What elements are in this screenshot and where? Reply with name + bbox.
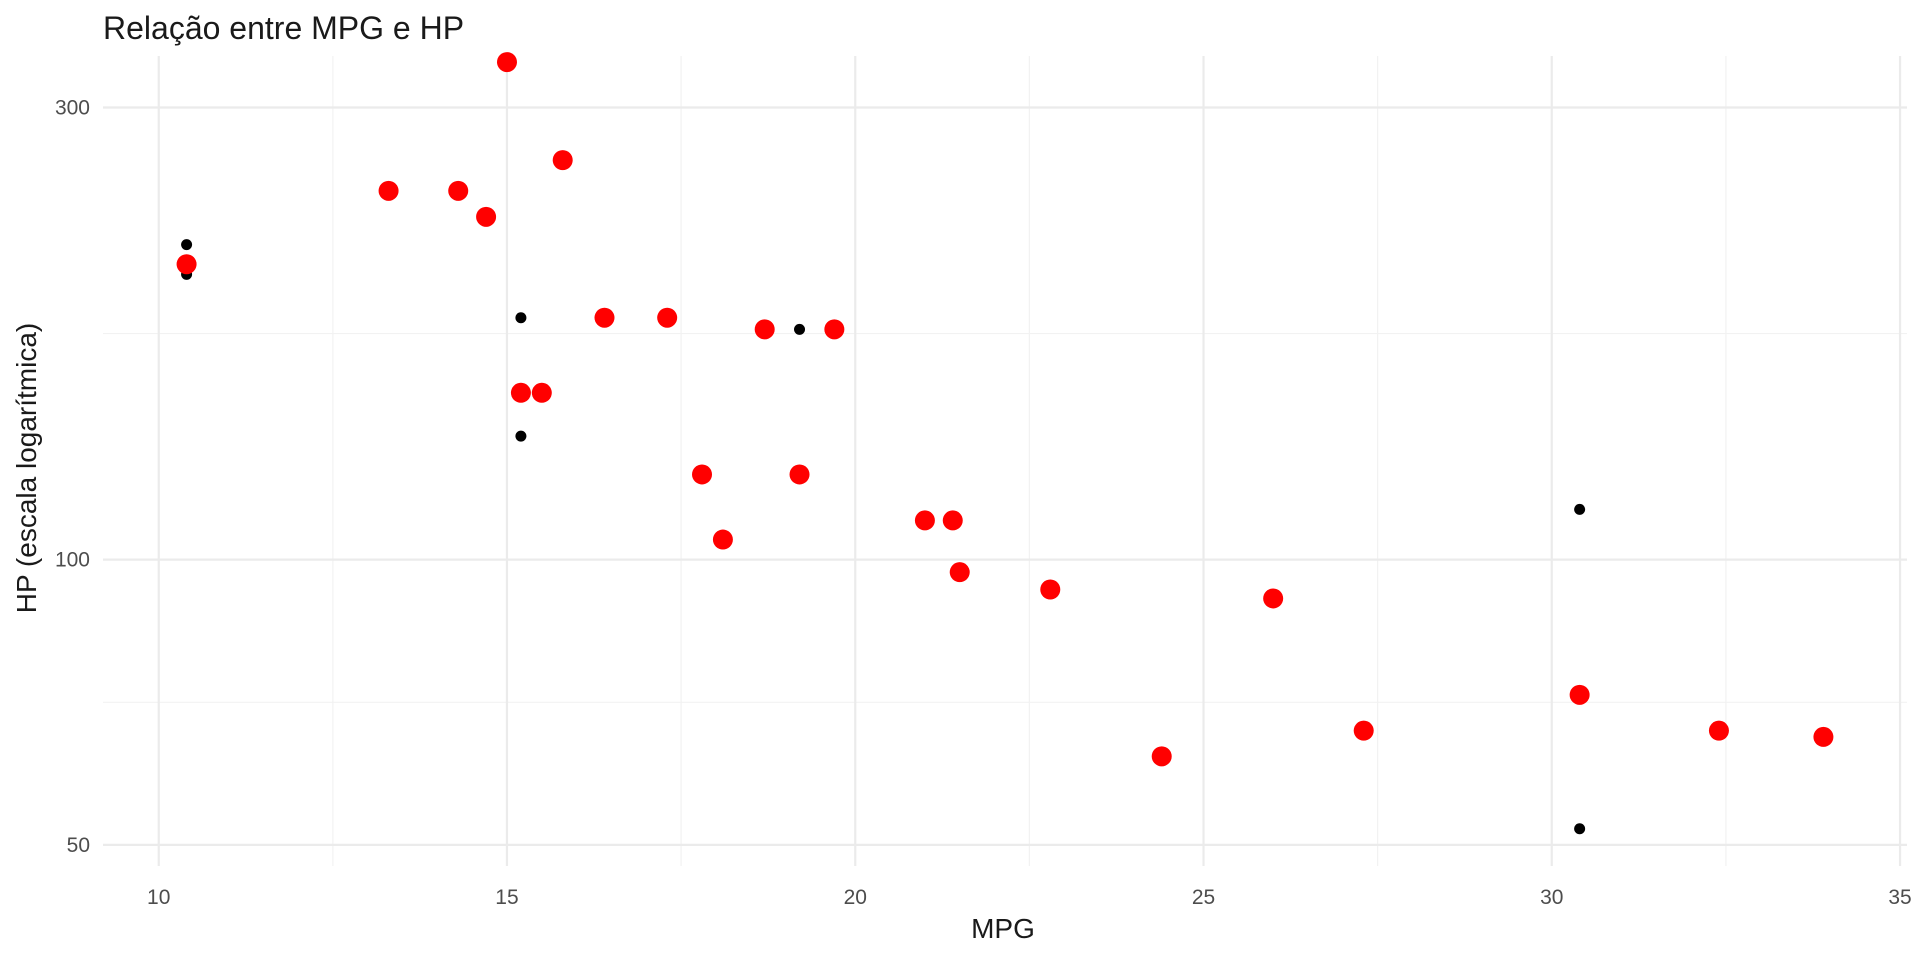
red-point — [657, 307, 678, 328]
red-point — [942, 510, 963, 531]
red-point — [712, 529, 733, 550]
red-point — [510, 382, 531, 403]
x-tick-label: 30 — [1540, 886, 1563, 909]
chart-title: Relação entre MPG e HP — [103, 10, 464, 46]
red-point — [1040, 579, 1061, 600]
x-tick-label: 20 — [844, 886, 867, 909]
red-point — [754, 319, 775, 340]
black-point — [1574, 503, 1586, 515]
red-point — [594, 307, 615, 328]
x-tick-label: 35 — [1888, 886, 1911, 909]
red-point — [949, 562, 970, 583]
data-points — [176, 52, 1834, 835]
red-point — [1813, 726, 1834, 747]
x-tick-label: 10 — [147, 886, 170, 909]
black-point — [1574, 823, 1586, 835]
x-tick-label: 25 — [1192, 886, 1215, 909]
red-point — [824, 319, 845, 340]
red-point — [1353, 720, 1374, 741]
red-point — [1708, 720, 1729, 741]
black-point — [515, 430, 527, 442]
red-point — [378, 180, 399, 201]
y-axis-label: HP (escala logarítmica) — [11, 323, 42, 613]
black-point — [794, 323, 806, 335]
red-point — [1569, 684, 1590, 705]
red-point — [789, 464, 810, 485]
red-point — [476, 206, 497, 227]
y-tick-label: 300 — [55, 97, 90, 120]
black-point — [515, 312, 527, 324]
red-point — [448, 180, 469, 201]
x-tick-label: 15 — [495, 886, 518, 909]
red-point — [176, 254, 197, 275]
red-point — [692, 464, 713, 485]
red-point — [552, 150, 573, 171]
y-tick-label: 100 — [55, 549, 90, 572]
y-axis-ticks: 50 100 300 — [55, 97, 90, 857]
x-axis-label: MPG — [971, 913, 1035, 944]
red-point — [1263, 588, 1284, 609]
red-point — [531, 382, 552, 403]
grid — [103, 56, 1907, 866]
black-point — [181, 239, 193, 251]
red-point — [1151, 746, 1172, 767]
red-point — [496, 52, 517, 73]
x-axis-ticks: 10 15 20 25 30 35 — [147, 886, 1912, 909]
red-point — [914, 510, 935, 531]
y-tick-label: 50 — [67, 834, 90, 857]
